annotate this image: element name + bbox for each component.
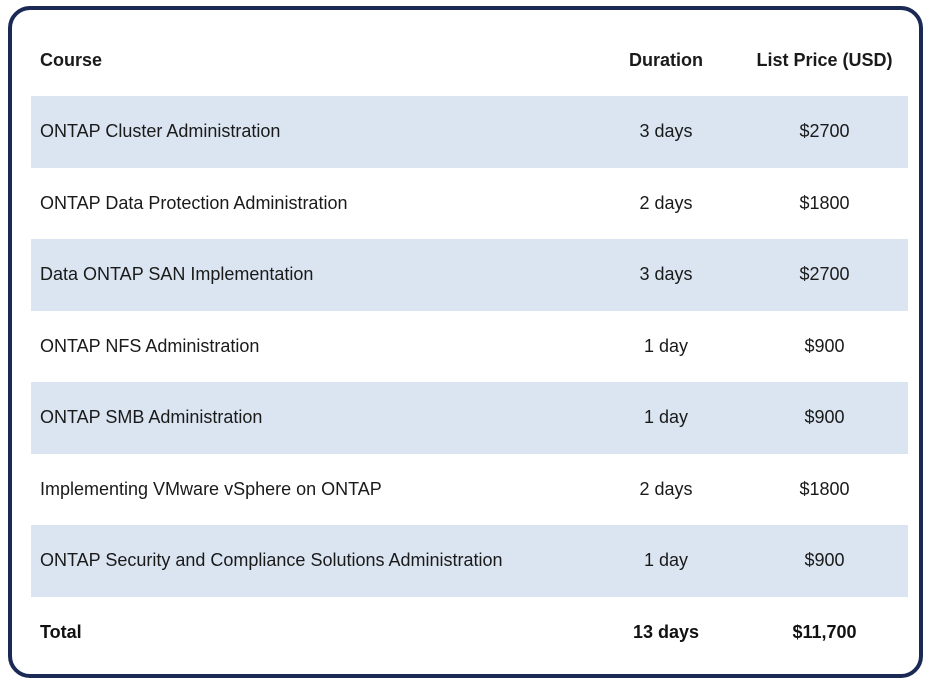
- total-price: $11,700: [792, 621, 857, 642]
- price-cell: $1800: [799, 478, 850, 499]
- course-price-table: Course Duration List Price (USD) ONTAP C…: [31, 25, 908, 668]
- duration-cell: 1 day: [643, 550, 689, 571]
- table-header-row: Course Duration List Price (USD): [31, 25, 908, 96]
- table-row: ONTAP SMB Administration 1 day $900: [31, 382, 908, 454]
- course-name-cell: ONTAP Data Protection Administration: [40, 192, 348, 213]
- table-row: ONTAP Security and Compliance Solutions …: [31, 525, 908, 597]
- duration-cell: 2 days: [639, 192, 693, 213]
- course-name-cell: Data ONTAP SAN Implementation: [40, 264, 314, 285]
- price-cell: $900: [804, 335, 845, 356]
- course-name-cell: ONTAP SMB Administration: [40, 407, 263, 428]
- course-name-cell: Implementing VMware vSphere on ONTAP: [40, 478, 382, 499]
- table-row: ONTAP Cluster Administration 3 days $270…: [31, 96, 908, 168]
- header-duration: Duration: [629, 50, 703, 70]
- duration-cell: 2 days: [639, 478, 693, 499]
- duration-cell: 3 days: [639, 264, 693, 285]
- table-row: Data ONTAP SAN Implementation 3 days $27…: [31, 239, 908, 311]
- header-list-price: List Price (USD): [756, 50, 893, 70]
- course-name-cell: ONTAP NFS Administration: [40, 335, 260, 356]
- price-cell: $900: [804, 407, 845, 428]
- header-course: Course: [40, 50, 103, 70]
- table-row: Implementing VMware vSphere on ONTAP 2 d…: [31, 454, 908, 526]
- price-cell: $900: [804, 550, 845, 571]
- table-row: ONTAP Data Protection Administration 2 d…: [31, 168, 908, 240]
- course-name-cell: ONTAP Security and Compliance Solutions …: [40, 550, 503, 571]
- duration-cell: 3 days: [639, 121, 693, 142]
- price-cell: $2700: [799, 264, 850, 285]
- duration-cell: 1 day: [643, 407, 689, 428]
- total-duration: 13 days: [632, 621, 700, 642]
- table-total-row: Total 13 days $11,700: [31, 597, 908, 669]
- price-cell: $1800: [799, 192, 850, 213]
- total-label: Total: [40, 621, 82, 642]
- course-name-cell: ONTAP Cluster Administration: [40, 121, 281, 142]
- table-row: ONTAP NFS Administration 1 day $900: [31, 311, 908, 383]
- duration-cell: 1 day: [643, 335, 689, 356]
- price-cell: $2700: [799, 121, 850, 142]
